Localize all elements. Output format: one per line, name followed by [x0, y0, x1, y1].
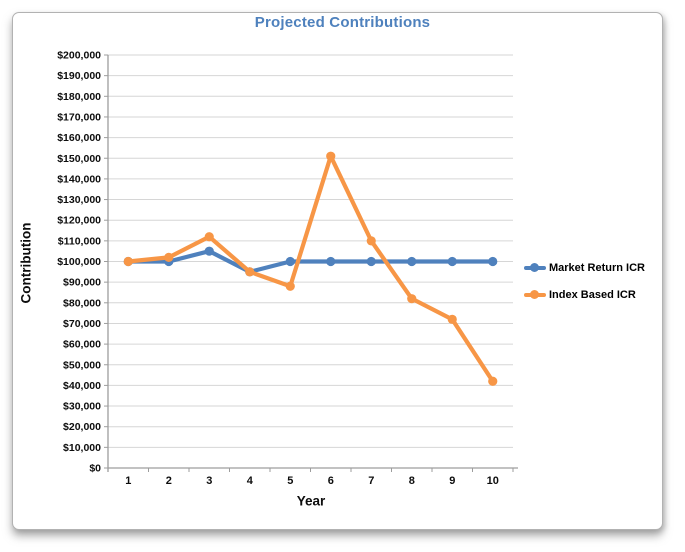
- legend-line-marker-icon: [524, 290, 546, 300]
- y-tick-label: $170,000: [57, 111, 101, 123]
- y-tick-label: $30,000: [63, 401, 101, 413]
- x-tick-label: 8: [409, 475, 415, 487]
- data-point-marker: [488, 376, 498, 386]
- y-tick-label: $150,000: [57, 153, 101, 165]
- y-tick-label: $190,000: [57, 70, 101, 82]
- data-point-marker: [204, 246, 214, 256]
- y-tick-label: $160,000: [57, 132, 101, 144]
- data-point-marker: [123, 256, 133, 267]
- y-tick-label: $200,000: [57, 50, 101, 62]
- y-tick-label: $90,000: [63, 277, 101, 289]
- data-point-marker: [366, 256, 376, 267]
- data-point-marker: [447, 256, 457, 267]
- x-tick-label: 2: [166, 475, 172, 487]
- x-tick-label: 7: [368, 475, 374, 487]
- data-point-marker: [204, 232, 214, 242]
- y-tick-label: $40,000: [63, 380, 101, 392]
- data-point-marker: [326, 256, 336, 267]
- legend-item-index-based-icr: Index Based ICR: [524, 284, 645, 305]
- y-tick-label: $140,000: [57, 173, 101, 185]
- data-point-marker: [366, 236, 376, 246]
- chart-card: [12, 12, 663, 530]
- legend: Market Return ICR Index Based ICR: [524, 257, 645, 311]
- y-tick-label: $0: [89, 463, 101, 475]
- y-tick-label: $50,000: [63, 359, 101, 371]
- data-point-marker: [488, 256, 498, 267]
- y-tick-label: $60,000: [63, 339, 101, 351]
- series-line-index-based-icr: [126, 154, 495, 384]
- y-tick-label: $110,000: [58, 235, 101, 247]
- x-tick-label: 9: [449, 475, 455, 487]
- x-tick-label: 1: [125, 475, 131, 487]
- x-tick-label: 4: [247, 475, 254, 487]
- y-tick-label: $70,000: [63, 318, 101, 330]
- y-tick-label: $130,000: [57, 194, 101, 206]
- chart-title: Projected Contributions: [254, 14, 431, 31]
- legend-label-market-return-icr: Market Return ICR: [549, 261, 645, 274]
- legend-label-index-based-icr: Index Based ICR: [549, 288, 636, 301]
- legend-line-marker-icon: [524, 263, 546, 273]
- x-tick-label: 5: [287, 475, 293, 487]
- data-point-marker: [447, 314, 457, 324]
- y-tick-label: $100,000: [57, 256, 101, 268]
- data-point-marker: [407, 294, 417, 304]
- y-tick-label: $10,000: [63, 442, 101, 454]
- series-line-market-return-icr: [126, 249, 495, 274]
- x-tick-label: 3: [206, 475, 212, 487]
- x-tick-label: 6: [328, 475, 334, 487]
- data-point-marker: [285, 281, 295, 291]
- legend-item-market-return-icr: Market Return ICR: [524, 257, 645, 278]
- data-point-marker: [285, 256, 295, 267]
- y-tick-label: $20,000: [63, 421, 101, 433]
- data-point-marker: [326, 151, 336, 161]
- y-tick-label: $120,000: [57, 215, 101, 227]
- data-point-marker: [407, 256, 417, 267]
- y-tick-label: $80,000: [63, 297, 101, 309]
- y-tick-label: $180,000: [57, 91, 101, 103]
- x-tick-label: 10: [487, 475, 499, 487]
- x-axis-title: Year: [296, 493, 326, 509]
- data-point-marker: [245, 267, 255, 277]
- data-point-marker: [164, 252, 174, 262]
